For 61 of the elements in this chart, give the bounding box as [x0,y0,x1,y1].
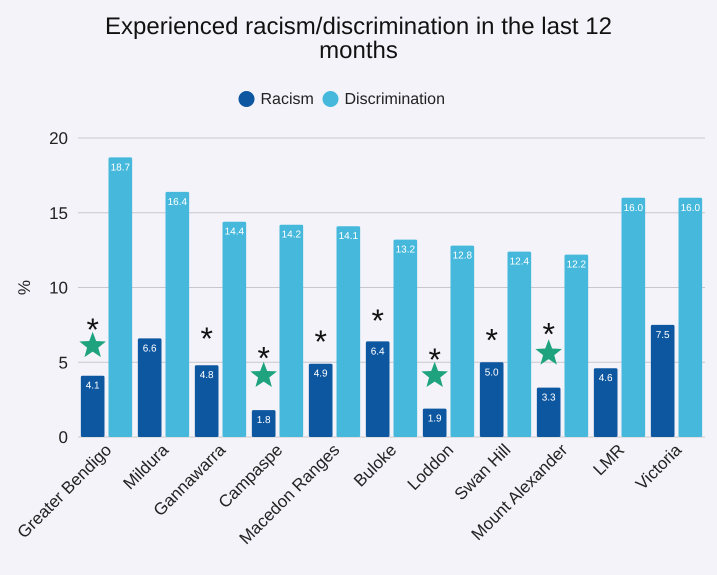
bar [564,254,588,437]
data-label: 1.9 [428,414,442,425]
bar [108,157,132,437]
bar [622,198,646,437]
data-label: 4.1 [86,380,100,392]
data-label: 12.2 [566,260,586,271]
bar [650,324,674,437]
annotation: * [428,341,441,378]
bar [138,338,162,437]
chart-title: Experienced racism/discrimination in the last 12 months [105,13,612,64]
legend-label: Racism [260,91,314,108]
bar [678,198,702,437]
data-label: 6.4 [370,346,386,358]
bar [508,252,532,437]
annotation: * [314,323,327,360]
data-label: 3.3 [542,392,556,404]
data-label: 7.5 [656,330,670,341]
data-label: 14.2 [282,230,302,241]
bar [450,246,474,437]
bar [308,364,332,437]
data-label: 4.6 [598,373,614,384]
bar [480,362,504,437]
data-label: 12.4 [510,256,530,268]
y-tick-label: 20 [49,129,68,148]
annotation: * [542,316,555,352]
legend-label: Discrimination [344,91,445,108]
bar [422,408,446,437]
y-tick-label: 15 [49,204,68,223]
data-label: 16.0 [680,202,700,214]
bar [194,365,218,437]
y-tick-label: 10 [49,278,68,298]
bar [80,376,104,437]
data-label: 6.6 [142,343,158,354]
annotation: * [86,311,99,348]
bar [336,226,360,437]
annotation: * [371,302,384,338]
bar [252,410,276,437]
bar [366,341,390,437]
data-label: 4.8 [200,370,214,382]
bar [280,224,304,437]
data-label: 14.1 [338,231,358,242]
data-label: 14.4 [224,226,244,238]
data-label: 5.0 [484,367,500,378]
data-label: 18.7 [110,162,130,174]
bar [222,222,246,437]
y-axis-title: % [15,280,34,296]
data-label: 16.0 [624,202,644,214]
data-label: 12.8 [452,250,472,262]
y-tick-label: 0 [58,428,68,447]
y-tick-label: 5 [58,353,68,372]
data-label: 1.8 [256,415,272,426]
bar [394,240,418,437]
bar [166,192,190,437]
annotation: * [485,322,498,358]
annotation: * [257,340,270,376]
bar [594,368,618,437]
bar [536,388,560,437]
annotation: * [200,320,213,356]
data-label: 4.9 [314,368,328,380]
data-label: 13.2 [396,244,416,256]
data-label: 16.4 [168,196,188,208]
